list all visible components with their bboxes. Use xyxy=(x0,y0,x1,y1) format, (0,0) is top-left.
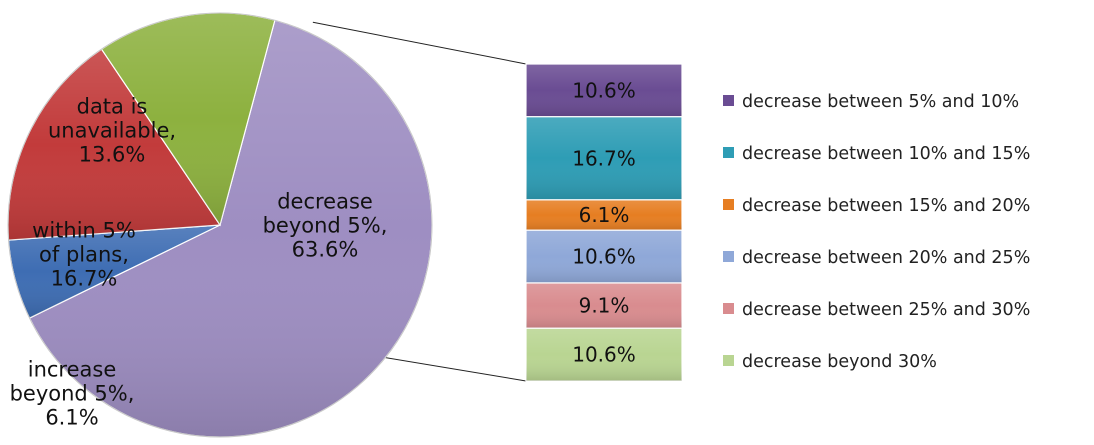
legend: decrease between 5% and 10% decrease betw… xyxy=(723,92,1030,372)
pie-outline xyxy=(7,12,433,438)
legend-swatch-decrease-beyond-30 xyxy=(723,355,734,366)
legend-label-decrease-between-10-and-15: decrease between 10% and 15% xyxy=(742,144,1030,164)
legend-swatch-decrease-between-15-and-20 xyxy=(723,199,734,210)
bar-label-decrease-between-5-and-10: 10.6% xyxy=(572,78,636,102)
legend-swatch-decrease-between-10-and-15 xyxy=(723,147,734,158)
pie-label-within-5-of-plans: within 5% of plans, 16.7% xyxy=(32,219,136,291)
legend-label-decrease-between-20-and-25: decrease between 20% and 25% xyxy=(742,248,1030,268)
bar-label-decrease-between-15-and-20: 6.1% xyxy=(579,203,630,227)
bar-label-decrease-between-25-and-30: 9.1% xyxy=(579,294,630,318)
legend-label-decrease-between-15-and-20: decrease between 15% and 20% xyxy=(742,196,1030,216)
pie-label-increase-beyond-5: increase beyond 5%, 6.1% xyxy=(10,358,135,430)
legend-label-decrease-beyond-30: decrease beyond 30% xyxy=(742,352,937,372)
bar-label-decrease-beyond-30: 10.6% xyxy=(572,343,636,367)
legend-swatch-decrease-between-20-and-25 xyxy=(723,251,734,262)
legend-swatch-decrease-between-5-and-10 xyxy=(723,95,734,106)
pie-label-data-is-unavailable: data is unavailable, 13.6% xyxy=(48,95,176,167)
stacked-bar: 10.6% 16.7% 6.1% 10.6% 9.1% 10.6% xyxy=(525,63,683,382)
legend-label-decrease-between-25-and-30: decrease between 25% and 30% xyxy=(742,300,1030,320)
legend-label-decrease-between-5-and-10: decrease between 5% and 10% xyxy=(742,92,1019,112)
pie-label-decrease-beyond-5: decrease beyond 5%, 63.6% xyxy=(263,190,388,262)
bar-label-decrease-between-10-and-15: 16.7% xyxy=(572,146,636,170)
pie: decrease beyond 5%, 63.6% increase beyond 5%… xyxy=(7,12,433,438)
legend-swatch-decrease-between-25-and-30 xyxy=(723,303,734,314)
bar-label-decrease-between-20-and-25: 10.6% xyxy=(572,245,636,269)
